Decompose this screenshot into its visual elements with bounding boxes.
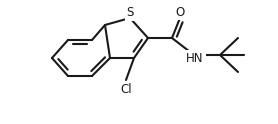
Text: Cl: Cl [120, 83, 132, 96]
Text: S: S [126, 6, 134, 19]
Text: HN: HN [186, 51, 204, 64]
Text: O: O [175, 5, 185, 18]
